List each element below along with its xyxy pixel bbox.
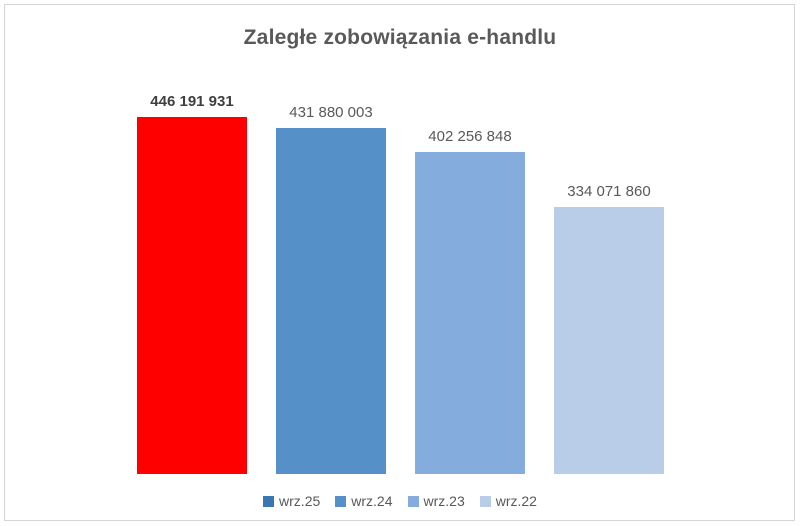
legend-swatch-icon [479, 495, 491, 507]
legend-item-wrz.24: wrz.24 [335, 493, 393, 509]
legend-swatch-icon [335, 495, 347, 507]
legend-label: wrz.22 [495, 493, 537, 509]
legend-item-wrz.23: wrz.23 [407, 493, 465, 509]
data-label-wrz.22: 334 071 860 [567, 183, 651, 200]
bar-wrz.25 [137, 117, 247, 474]
bar-wrz.24 [276, 128, 386, 474]
legend-label: wrz.24 [351, 493, 393, 509]
legend: wrz.25 wrz.24 wrz.23 wrz.22 [0, 493, 800, 509]
data-label-wrz.23: 402 256 848 [428, 128, 512, 145]
data-label-wrz.24: 431 880 003 [289, 104, 373, 121]
bar-wrz.23 [415, 152, 525, 474]
bar-wrz.22 [554, 207, 664, 474]
legend-label: wrz.25 [279, 493, 321, 509]
chart-title: Zaległe zobowiązania e-handlu [243, 26, 557, 49]
legend-swatch-icon [263, 495, 275, 507]
legend-item-wrz.22: wrz.22 [479, 493, 537, 509]
data-label-wrz.25: 446 191 931 [150, 93, 234, 110]
legend-swatch-icon [407, 495, 419, 507]
legend-label: wrz.23 [423, 493, 465, 509]
chart-frame [4, 4, 795, 521]
legend-item-wrz.25: wrz.25 [263, 493, 320, 509]
